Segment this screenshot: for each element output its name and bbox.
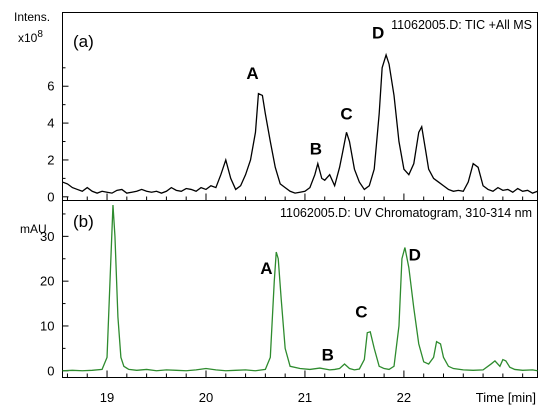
peak-label-a: A [246,64,258,83]
ytick-label: 10 [40,318,54,333]
peak-label-c: C [340,104,352,123]
panel-a-ylabel: Intens. [14,10,50,24]
panel-b-frame [62,200,538,378]
peak-label-b: B [322,345,334,364]
ytick-label: 6 [47,79,54,94]
ytick-label: 30 [40,229,54,244]
ytick-label: 4 [47,116,54,131]
panel-a-ylabel-multiplier: x108 [18,29,43,45]
peak-label-d: D [372,23,384,42]
panel-a-tic-trace [62,52,538,194]
panel-b-tag: (b) [73,212,94,231]
panel-a-xticks [66,193,524,201]
panel-b-ylabel: mAU [20,222,47,236]
panel-b-yticks: 0 10 20 30 [40,213,69,378]
panel-b-peak-labels: A B C D [260,246,421,365]
panel-a-tic: Intens. x108 (a) 11062005.D: TIC +All MS… [14,10,538,204]
peak-label-a: A [260,259,272,278]
xtick-label: 20 [199,390,213,405]
ytick-label: 20 [40,274,54,289]
panel-b-title: 11062005.D: UV Chromatogram, 310-314 nm [280,206,532,220]
ytick-label: 0 [47,189,54,204]
xtick-label: 21 [298,390,312,405]
panel-a-peak-labels: A BC D [246,23,384,158]
peak-label-d: D [409,246,421,265]
peak-label-c: C [355,302,367,321]
xtick-label: 19 [100,390,114,405]
peak-label-b: B [310,139,322,158]
panel-b-uv-trace [62,204,538,372]
panel-b-xticks: 19 20 21 22 [66,370,524,405]
ytick-label: 0 [47,363,54,378]
ytick-label: 2 [47,152,54,167]
xtick-label: 22 [397,390,411,405]
panel-a-tag: (a) [73,32,94,51]
panel-a-yticks: 0 2 4 6 [47,67,69,204]
panel-a-frame [62,12,538,201]
panel-a-title: 11062005.D: TIC +All MS [391,18,532,32]
panel-b-uv: mAU (b) 11062005.D: UV Chromatogram, 310… [20,200,538,405]
x-axis-label: Time [min] [476,390,536,405]
